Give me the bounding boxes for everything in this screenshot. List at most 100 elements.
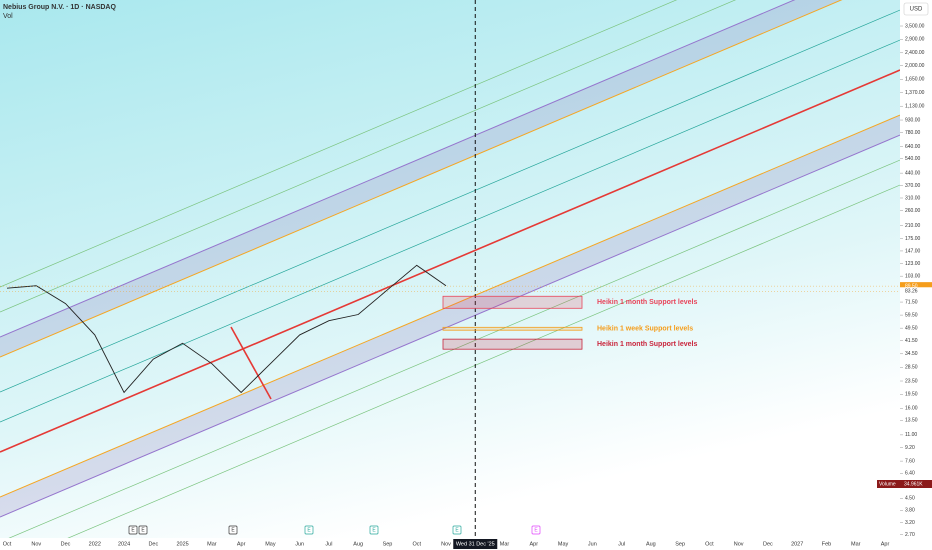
channel-line (0, 39, 900, 423)
y-tick-label: 175.00 (905, 236, 921, 242)
volume-tag-label: 34.961K (904, 481, 923, 487)
y-tick-label: 41.50 (905, 338, 918, 344)
x-tick-label: Jul (325, 541, 332, 547)
x-tick-label: May (265, 541, 276, 547)
x-tick-label: Aug (646, 541, 656, 547)
y-tick-label: 210.00 (905, 223, 921, 229)
event-label: E (141, 527, 145, 533)
channels (0, 0, 900, 538)
y-tick-label: 7.60 (905, 458, 915, 464)
y-tick-label: 930.00 (905, 117, 921, 123)
price-tag (900, 287, 932, 296)
event-marker (452, 525, 462, 535)
x-tick-label: Jun (588, 541, 597, 547)
x-tick-label: Feb (822, 541, 831, 547)
support-label: Heikin 1 month Support levels (597, 299, 697, 306)
event-marker (128, 525, 138, 535)
time-axis (0, 538, 900, 550)
y-tick-label: 2,400.00 (905, 50, 925, 56)
event-label: E (231, 527, 235, 533)
channel-line (0, 69, 900, 453)
channel-line (0, 114, 900, 498)
y-tick-label: 34.50 (905, 351, 918, 357)
y-tick-label: 2,900.00 (905, 37, 925, 43)
x-tick-label: Sep (675, 541, 685, 547)
x-tick-label: Dec (148, 541, 158, 547)
x-tick-label: Dec (763, 541, 773, 547)
x-tick-label: Jun (295, 541, 304, 547)
y-tick-label: 28.50 (905, 365, 918, 371)
trend-line (230, 326, 272, 400)
event-label: E (534, 527, 538, 533)
x-tick-label: Apr (237, 541, 246, 547)
y-tick-label: 3.20 (905, 520, 915, 526)
x-tick-label: Nov (734, 541, 744, 547)
price-line (6, 264, 447, 394)
plot-background (0, 0, 900, 538)
x-tick-label: Dec (61, 541, 71, 547)
x-tick-label: 2027 (791, 541, 803, 547)
y-tick-label: 1,130.00 (905, 104, 925, 110)
y-tick-label: 2.70 (905, 532, 915, 538)
event-label: E (372, 527, 376, 533)
volume-tag (877, 480, 932, 488)
x-tick-label: Jul (618, 541, 625, 547)
volume-tag-name: Volume (879, 481, 896, 487)
y-tick-label: 19.50 (905, 392, 918, 398)
y-tick-label: 1,650.00 (905, 77, 925, 83)
y-tick-label: 147.00 (905, 248, 921, 254)
chart-title: Nebius Group N.V. · 1D · NASDAQ (3, 4, 116, 11)
x-tick-label: Sep (383, 541, 393, 547)
x-tick-label: Aug (353, 541, 363, 547)
support-label: Heikin 1 week Support levels (597, 326, 693, 333)
y-tick-label: 260.00 (905, 208, 921, 214)
channel-line (0, 0, 678, 288)
event-marker (369, 525, 379, 535)
x-tick-label: Nov (31, 541, 41, 547)
channel-line (67, 184, 900, 538)
event-marker (531, 525, 541, 535)
support-zone (442, 295, 583, 309)
x-tick-label: Apr (530, 541, 539, 547)
y-tick-label: 780.00 (905, 130, 921, 136)
x-tick-label: 2022 (89, 541, 101, 547)
y-tick-label: 23.50 (905, 378, 918, 384)
y-tick-label: 310.00 (905, 195, 921, 201)
channel-line (0, 0, 796, 338)
chart-subtitle: Vol (3, 13, 13, 20)
currency[interactable]: USD (910, 7, 923, 13)
y-tick-label: 11.00 (905, 432, 917, 438)
price-tag-label: 89.50 (905, 283, 918, 289)
event-marker (138, 525, 148, 535)
channel-line (0, 134, 900, 518)
y-tick-label: 49.50 (905, 325, 918, 331)
y-tick-label: 6.40 (905, 471, 915, 477)
x-tick-label: Oct (3, 541, 12, 547)
y-tick-label: 1,370.00 (905, 90, 925, 96)
x-tick-label: May (558, 541, 569, 547)
channel-line (0, 0, 737, 313)
event-label: E (131, 527, 135, 533)
x-tick-label: Apr (881, 541, 890, 547)
y-tick-label: 2,000.00 (905, 63, 925, 69)
y-tick-label: 59.50 (905, 312, 918, 318)
y-tick-label: 9.20 (905, 445, 915, 451)
channel-line (0, 9, 900, 393)
price-tag-label: 83.26 (905, 289, 918, 295)
x-tick-label: Oct (705, 541, 714, 547)
event-label: E (307, 527, 311, 533)
y-tick-label: 370.00 (905, 183, 921, 189)
support-zone (442, 338, 583, 350)
x-tick-label: 2024 (118, 541, 130, 547)
x-tick-label: Mar (207, 541, 217, 547)
y-tick-label: 13.50 (905, 418, 918, 424)
price-axis (900, 0, 932, 550)
channel-line (0, 0, 843, 358)
support-label: Heikin 1 month Support levels (597, 341, 697, 348)
y-tick-label: 3.80 (905, 508, 915, 514)
currency-button[interactable] (903, 2, 929, 16)
y-tick-label: 3,500.00 (905, 23, 925, 29)
y-tick-label: 71.50 (905, 299, 918, 305)
x-tick-label: Wed 31 Dec '25 (456, 541, 495, 547)
